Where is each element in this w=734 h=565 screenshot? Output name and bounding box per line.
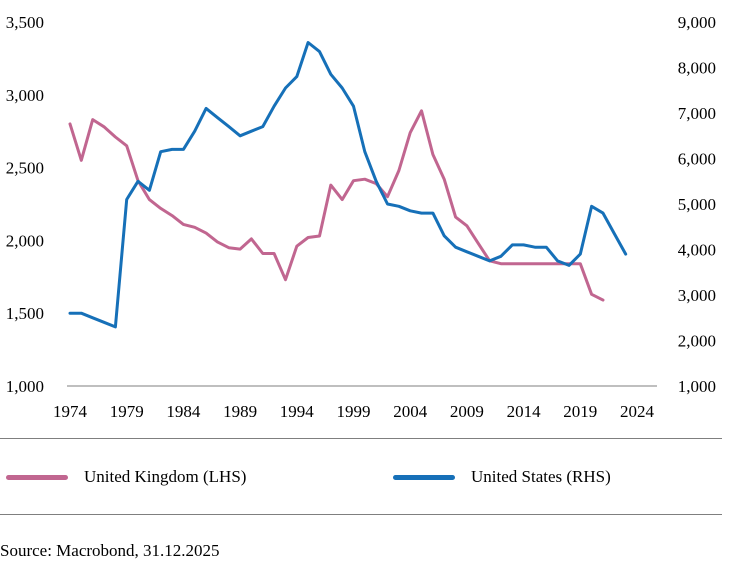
series-line-uk — [68, 109, 605, 302]
divider-bottom — [0, 514, 722, 515]
x-tick-label: 1999 — [337, 402, 371, 421]
legend-swatch-uk — [6, 474, 68, 480]
legend-label-uk: United Kingdom (LHS) — [84, 467, 247, 486]
left-tick-label: 2,500 — [6, 159, 44, 178]
left-tick-label: 1,000 — [6, 377, 44, 396]
x-tick-label: 2009 — [450, 402, 484, 421]
series-line-us — [68, 41, 628, 329]
right-tick-label: 4,000 — [678, 241, 716, 260]
x-tick-label: 1979 — [110, 402, 144, 421]
right-tick-label: 6,000 — [678, 150, 716, 169]
left-tick-label: 2,000 — [6, 231, 44, 250]
left-axis-ticks: 1,000 1,500 2,000 2,500 3,000 3,500 — [6, 13, 44, 396]
right-tick-label: 5,000 — [678, 195, 716, 214]
x-tick-label: 2024 — [620, 402, 655, 421]
right-tick-label: 9,000 — [678, 13, 716, 32]
x-tick-label: 1989 — [223, 402, 257, 421]
legend-item-us: United States (RHS) — [393, 463, 611, 491]
right-axis-ticks: 1,000 2,000 3,000 4,000 5,000 6,000 7,000 8,000… — [678, 13, 716, 396]
x-axis-ticks: 1974 1979 1984 1989 1994 1999 2004 2009 2014 2019… — [53, 402, 655, 421]
legend-item-uk: United Kingdom (LHS) — [6, 463, 246, 491]
source-note: Source: Macrobond, 31.12.2025 — [0, 541, 220, 560]
right-tick-label: 8,000 — [678, 59, 716, 78]
right-tick-label: 7,000 — [678, 104, 716, 123]
x-tick-label: 1984 — [166, 402, 201, 421]
x-tick-label: 1974 — [53, 402, 88, 421]
right-tick-label: 1,000 — [678, 377, 716, 396]
series-lines — [68, 41, 628, 329]
legend-label-us: United States (RHS) — [471, 467, 611, 486]
divider-top — [0, 438, 722, 439]
legend-swatch-us — [393, 474, 455, 480]
x-tick-label: 2004 — [393, 402, 428, 421]
right-tick-label: 2,000 — [678, 332, 716, 351]
line-chart: 1,000 1,500 2,000 2,500 3,000 3,500 1,000 2,00… — [6, 13, 716, 421]
x-tick-label: 2019 — [563, 402, 597, 421]
x-tick-label: 2014 — [507, 402, 542, 421]
left-tick-label: 1,500 — [6, 304, 44, 323]
left-tick-label: 3,500 — [6, 13, 44, 32]
right-tick-label: 3,000 — [678, 286, 716, 305]
x-tick-label: 1994 — [280, 402, 315, 421]
left-tick-label: 3,000 — [6, 86, 44, 105]
